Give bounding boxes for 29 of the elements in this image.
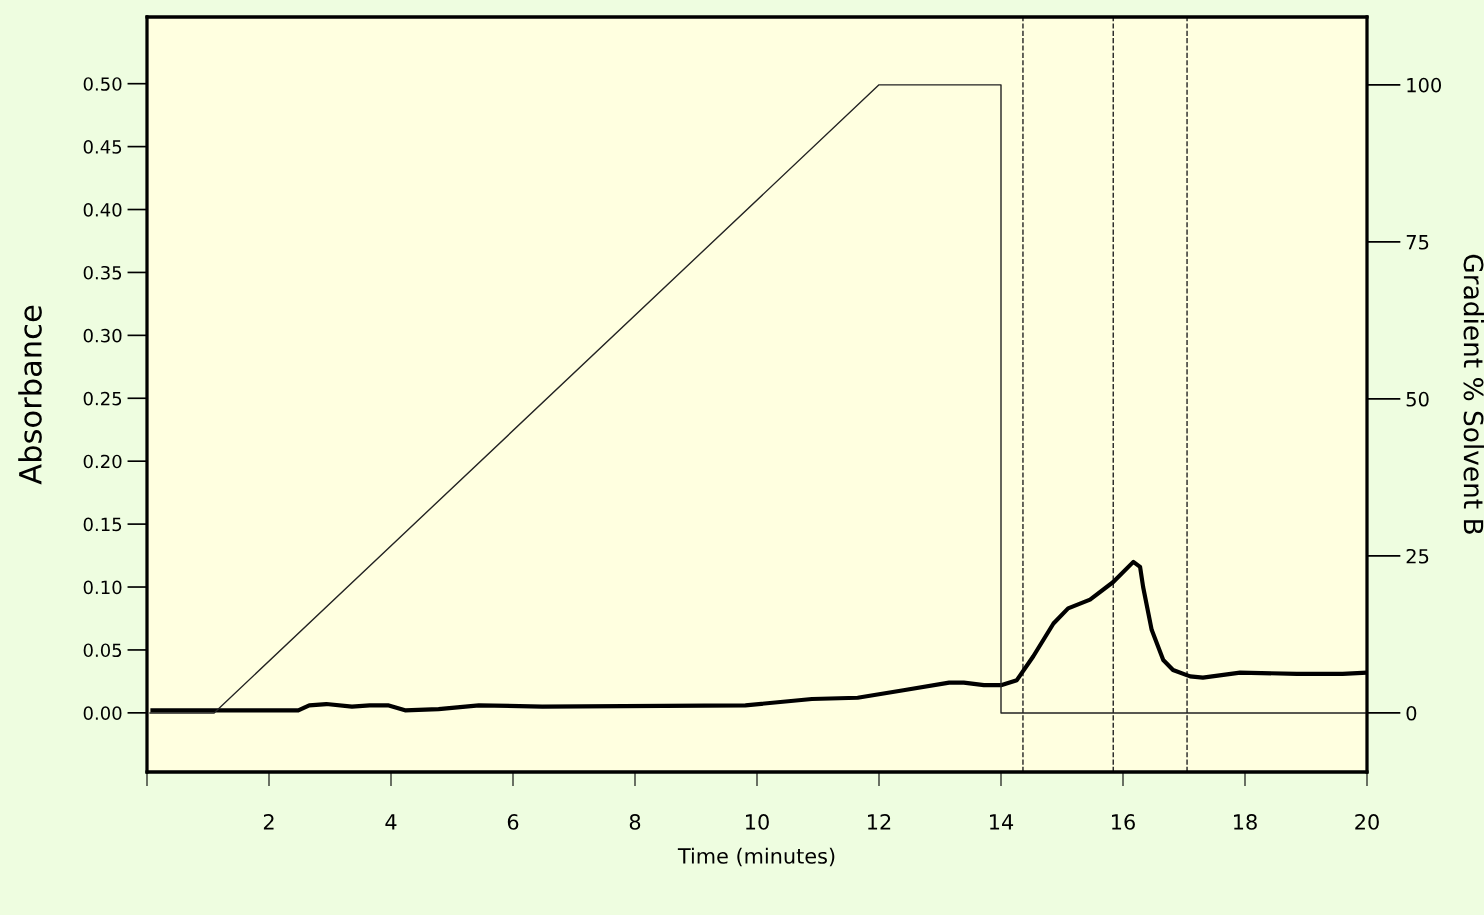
y-axis-title: Absorbance (18, 305, 42, 485)
y2-tick-label: 75 (1406, 235, 1429, 250)
y-tick-label: 0.20 (83, 454, 122, 469)
x-tick-label: 6 (507, 814, 519, 830)
y-tick-label: 0.10 (83, 580, 122, 595)
x-axis-title: Time (minutes) (677, 847, 835, 867)
y2-tick-label: 100 (1407, 77, 1442, 93)
y-tick-label: 0.30 (83, 328, 122, 343)
x-tick-label: 8 (629, 814, 641, 830)
y2-tick-label: 50 (1406, 391, 1429, 407)
y-tick-label: 0.00 (83, 706, 122, 720)
y2-tick-label: 0 (1406, 705, 1417, 721)
x-tick-label: 18 (1234, 814, 1257, 830)
y-tick-label: 0.50 (83, 77, 122, 91)
y2-axis-title: Gradient % Solvent B (1463, 254, 1484, 534)
y-tick-label: 0.40 (83, 202, 122, 217)
x-tick-label: 16 (1112, 814, 1135, 830)
x-tick-label: 14 (990, 814, 1014, 830)
x-tick-label: 20 (1355, 814, 1379, 830)
x-tick-label: 10 (746, 814, 769, 830)
x-tick-label: 2 (263, 814, 274, 830)
x-tick-label: 12 (868, 814, 891, 830)
y-tick-label: 0.15 (83, 517, 122, 532)
y-tick-label: 0.05 (83, 643, 122, 658)
x-tick-label: 4 (385, 814, 397, 830)
y2-tick-label: 25 (1406, 548, 1429, 564)
y-tick-label: 0.25 (83, 391, 122, 406)
y-tick-label: 0.35 (83, 265, 122, 280)
y-tick-label: 0.45 (83, 140, 122, 154)
